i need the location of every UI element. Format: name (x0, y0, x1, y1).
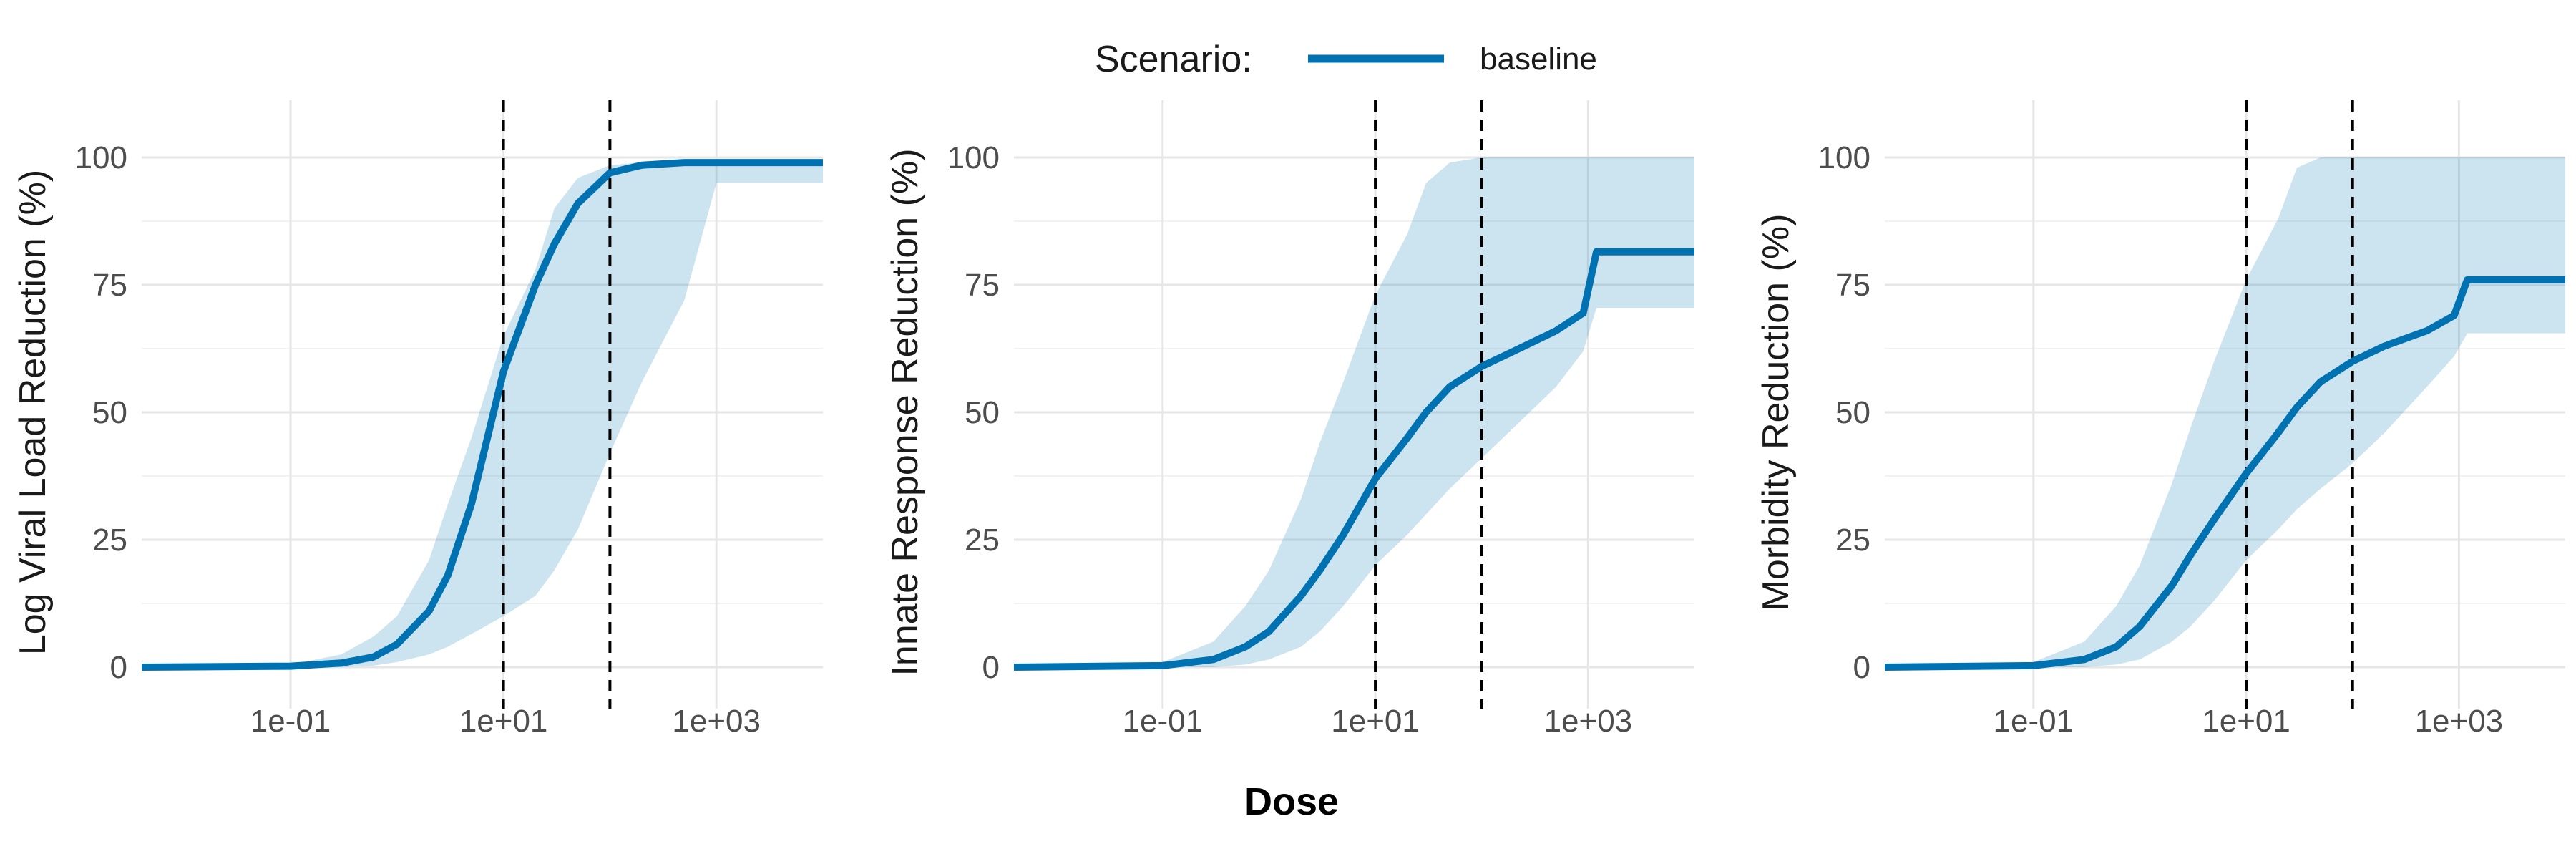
y-tick-label: 75 (965, 268, 1000, 303)
y-tick-label: 50 (92, 395, 127, 430)
y-axis-title: Innate Response Reduction (%) (884, 148, 926, 676)
y-tick-label: 75 (1835, 268, 1870, 303)
panel-1: 0 25 50 75 100 1e-01 1e+01 1e+03 Log Viral Load … (12, 100, 823, 739)
y-tick-label: 50 (965, 395, 1000, 430)
confidence-band (1885, 157, 2565, 667)
y-tick-label: 0 (982, 650, 1000, 685)
y-tick-label: 100 (75, 140, 127, 175)
y-tick-label: 75 (92, 268, 127, 303)
x-tick-label: 1e-01 (250, 704, 331, 739)
confidence-band (142, 162, 823, 668)
series-line-baseline (141, 159, 823, 671)
legend: Scenario: baseline (1095, 39, 1597, 80)
y-tick-label: 0 (110, 650, 127, 685)
y-tick-label: 100 (1818, 140, 1870, 175)
x-tick-label: 1e+01 (2202, 704, 2290, 739)
y-tick-label: 25 (92, 523, 127, 558)
panels: 0 25 50 75 100 1e-01 1e+01 1e+03 Log Viral Load … (12, 100, 2565, 739)
panel-3: 0 25 50 75 100 1e-01 1e+01 1e+03 Morbidity Reduc… (1755, 100, 2565, 739)
y-tick-label: 100 (947, 140, 1000, 175)
x-tick-label: 1e-01 (1123, 704, 1204, 739)
y-axis-title: Log Viral Load Reduction (%) (12, 170, 54, 655)
y-tick-label: 25 (965, 523, 1000, 558)
x-tick-label: 1e-01 (1994, 704, 2074, 739)
confidence-band (1014, 157, 1694, 667)
legend-title: Scenario: (1095, 39, 1252, 80)
x-tick-label: 1e+01 (459, 704, 548, 739)
legend-label: baseline (1480, 42, 1597, 77)
y-axis-title: Morbidity Reduction (%) (1755, 214, 1797, 611)
x-axis-title: Dose (1244, 780, 1339, 823)
x-tick-label: 1e+03 (1544, 704, 1633, 739)
y-tick-label: 0 (1853, 650, 1870, 685)
y-tick-label: 25 (1835, 523, 1870, 558)
y-tick-label: 50 (1835, 395, 1870, 430)
x-tick-label: 1e+03 (672, 704, 761, 739)
series-line-baseline (1884, 276, 2565, 671)
panel-2: 0 25 50 75 100 1e-01 1e+01 1e+03 Innate Response… (884, 100, 1694, 739)
x-tick-label: 1e+03 (2415, 704, 2504, 739)
series-line-baseline (1013, 248, 1694, 671)
x-tick-label: 1e+01 (1331, 704, 1420, 739)
